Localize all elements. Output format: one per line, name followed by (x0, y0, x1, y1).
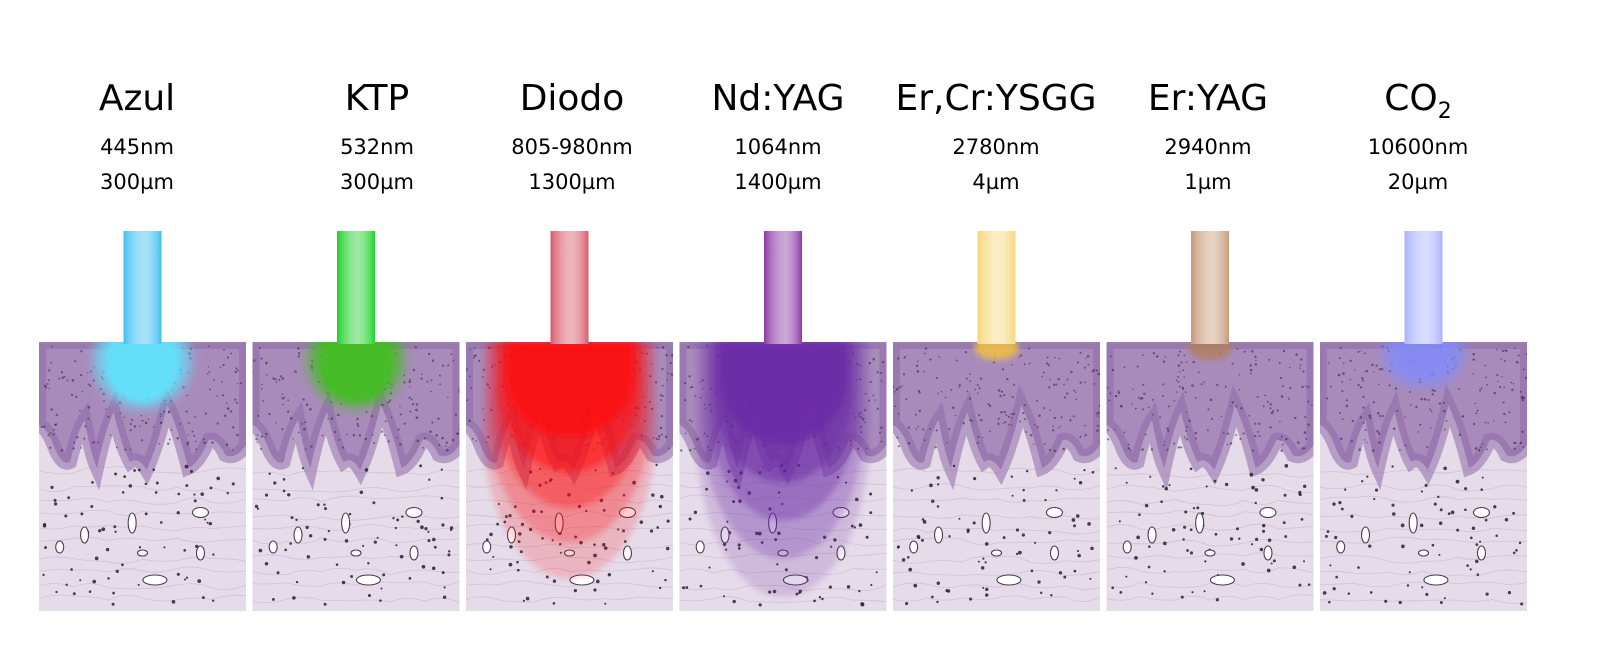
laser-penetration-depth: 300µm (100, 170, 174, 194)
tissue-panel (466, 231, 673, 611)
laser-penetration-depth: 1300µm (528, 170, 615, 194)
blood-vessel (191, 506, 210, 519)
tissue-panel (679, 231, 887, 611)
blood-vessel (1263, 545, 1273, 561)
laser-beam (764, 231, 802, 344)
laser-name: KTP (345, 78, 410, 119)
blood-vessel (622, 545, 633, 561)
laser-beam (1191, 231, 1229, 344)
laser-name: Er,Cr:YSGG (895, 78, 1096, 119)
laser-name: Azul (99, 78, 175, 119)
laser-beam (1404, 231, 1443, 344)
blood-vessel (405, 506, 423, 519)
laser-label: CO2 10600nm 20µm (1368, 78, 1469, 194)
laser-beam (550, 231, 589, 344)
blood-vessel (1360, 526, 1371, 544)
blood-vessel (127, 512, 137, 534)
absorption-zone (94, 342, 191, 408)
blood-vessel (355, 574, 381, 586)
blood-vessel (1204, 549, 1216, 557)
blood-vessel (1472, 506, 1491, 519)
laser-label: Er:YAG 2940nm 1µm (1148, 78, 1268, 194)
laser-wavelength: 1064nm (734, 135, 821, 159)
tissue-panel (893, 231, 1100, 611)
blood-vessel (1476, 545, 1487, 561)
laser-name: CO2 (1384, 78, 1451, 124)
basal-layer (39, 342, 246, 491)
laser-label: Diodo 805-980nm 1300µm (511, 78, 633, 194)
blood-vessel (136, 549, 149, 557)
blood-vessel (79, 526, 90, 544)
laser-penetration-depth: 1µm (1184, 170, 1231, 194)
laser-label: Er,Cr:YSGG 2780nm 4µm (895, 78, 1096, 194)
blood-vessel (695, 540, 705, 554)
blood-vessel (142, 574, 168, 586)
blood-vessel (195, 545, 206, 561)
blood-vessel (1122, 540, 1132, 554)
laser-beam (337, 231, 375, 344)
blood-vessel (1195, 512, 1205, 534)
laser-wavelength: 532nm (340, 135, 414, 159)
laser-label: Nd:YAG 1064nm 1400µm (712, 78, 845, 194)
basal-layer (1320, 342, 1527, 491)
laser-beam (977, 231, 1016, 344)
laser-name: Er:YAG (1148, 78, 1268, 119)
absorption-zone (1188, 342, 1232, 360)
blood-vessel (350, 549, 362, 557)
blood-vessel (996, 574, 1022, 586)
laser-wavelength: 2940nm (1164, 135, 1251, 159)
blood-vessel (293, 526, 303, 544)
blood-vessel (1209, 574, 1235, 586)
laser-name: Diodo (520, 78, 625, 119)
absorption-zone (696, 342, 870, 597)
tissue-panel (39, 231, 246, 611)
absorption-zone (482, 342, 657, 579)
laser-penetration-depth: 1400µm (734, 170, 821, 194)
blood-vessel (990, 549, 1003, 557)
blood-vessel (981, 512, 991, 534)
absorption-zone (974, 342, 1019, 360)
basal-layer (1106, 342, 1314, 491)
laser-wavelength: 10600nm (1368, 135, 1469, 159)
laser-penetration-depth: 4µm (972, 170, 1019, 194)
laser-label: Azul 445nm 300µm (99, 78, 175, 194)
tissue-panel (252, 231, 460, 611)
blood-vessel (933, 526, 944, 544)
blood-vessel (1259, 506, 1277, 519)
laser-wavelength: 445nm (100, 135, 174, 159)
blood-vessel (409, 545, 419, 561)
laser-wavelength: 805-980nm (511, 135, 633, 159)
absorption-zone (1383, 342, 1464, 386)
blood-vessel (1408, 512, 1418, 534)
absorption-zone (308, 342, 404, 408)
blood-vessel (482, 540, 492, 554)
blood-vessel (1045, 506, 1064, 519)
blood-vessel (268, 540, 278, 554)
laser-wavelength: 2780nm (952, 135, 1039, 159)
basal-layer (252, 342, 460, 491)
blood-vessel (1423, 574, 1449, 586)
tissue-panel (1106, 231, 1314, 611)
blood-vessel (1336, 540, 1346, 554)
blood-vessel (1147, 526, 1157, 544)
basal-layer (893, 342, 1100, 491)
tissue-panel (1320, 231, 1527, 611)
blood-vessel (341, 512, 351, 534)
tissue-panels (39, 231, 1527, 611)
laser-labels: Azul 445nm 300µm KTP 532nm 300µm Diodo 805-980n… (99, 78, 1468, 194)
laser-penetration-depth: 300µm (340, 170, 414, 194)
laser-beam (123, 231, 162, 344)
blood-vessel (909, 540, 919, 554)
blood-vessel (1049, 545, 1060, 561)
laser-name: Nd:YAG (712, 78, 845, 119)
blood-vessel (55, 540, 65, 554)
blood-vessel (1417, 549, 1430, 557)
laser-label: KTP 532nm 300µm (340, 78, 414, 194)
laser-penetration-depth: 20µm (1388, 170, 1449, 194)
